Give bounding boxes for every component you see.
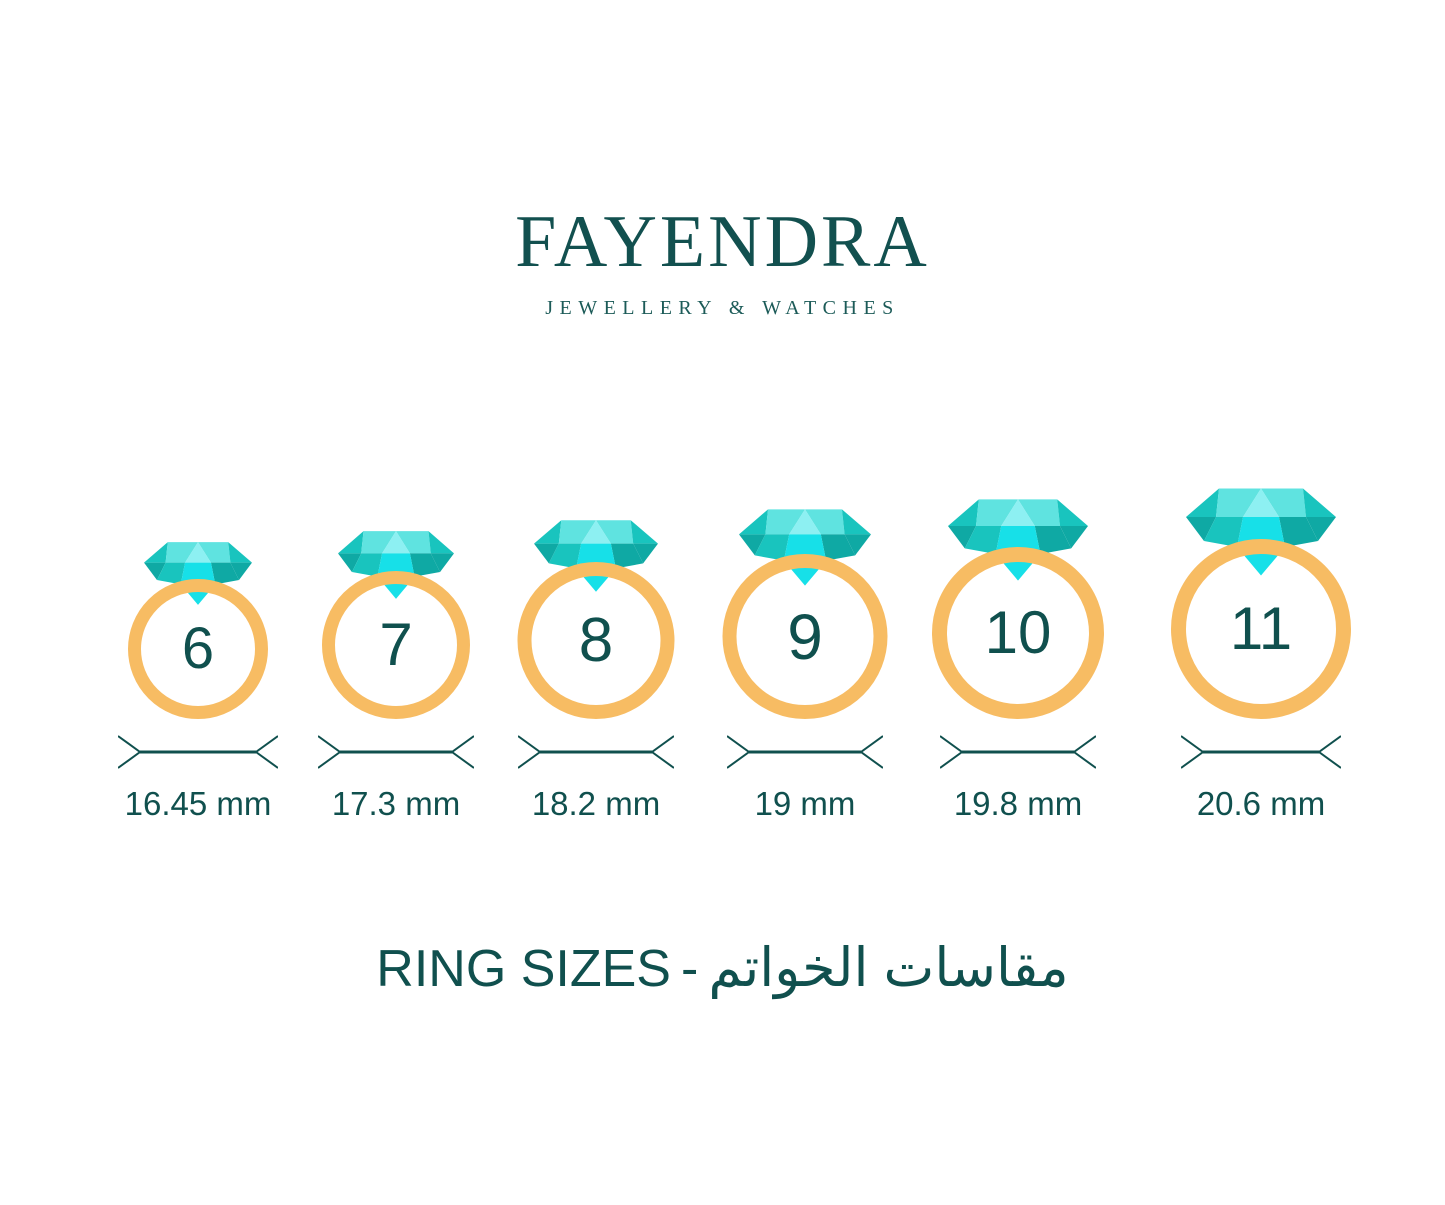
ring-size-item[interactable]: 7 17.3 mm <box>286 530 506 820</box>
ring-size-item[interactable]: 8 18.2 mm <box>486 519 706 820</box>
ring-graphic: 10 <box>908 498 1128 719</box>
ring-band: 9 <box>722 554 888 719</box>
ring-graphic: 11 <box>1151 487 1371 719</box>
ring-size-item[interactable]: 10 19.8 mm <box>908 498 1128 820</box>
ring-graphic: 7 <box>286 530 506 719</box>
ring-size-number: 11 <box>1229 595 1293 662</box>
ring-size-item[interactable]: 6 16.45 mm <box>88 541 308 820</box>
brand-tagline: JEWELLERY & WATCHES <box>545 297 900 319</box>
ring-size-number: 8 <box>578 605 614 675</box>
dimension-line <box>518 735 674 769</box>
ring-graphic: 9 <box>695 508 915 719</box>
caption-english: RING SIZES <box>376 940 671 998</box>
chart-caption: RING SIZES - مقاسات الخواتم <box>0 935 1445 1003</box>
ring-size-number: 9 <box>787 600 823 673</box>
ring-size-item[interactable]: 9 19 mm <box>695 508 915 820</box>
ring-band: 10 <box>932 547 1104 719</box>
dimension-line <box>940 735 1096 769</box>
ring-graphic: 6 <box>88 541 308 719</box>
ring-size-number: 6 <box>181 616 215 681</box>
ring-band: 6 <box>128 579 268 719</box>
dimension-line <box>118 735 278 769</box>
ring-size-number: 7 <box>379 611 413 678</box>
ring-band: 11 <box>1171 539 1351 719</box>
caption-separator: - <box>680 940 699 998</box>
ring-size-item[interactable]: 11 20.6 mm <box>1151 487 1371 820</box>
dimension-line <box>318 735 474 769</box>
ring-diameter-label: 19 mm <box>754 785 856 822</box>
dimension-line <box>727 735 883 769</box>
brand-name: FAYENDRA <box>515 201 930 283</box>
ring-diameter-label: 17.3 mm <box>331 785 461 822</box>
ring-diameter-label: 20.6 mm <box>1196 785 1326 822</box>
ring-band: 8 <box>517 562 675 719</box>
caption-arabic: مقاسات الخواتم <box>708 938 1069 998</box>
ring-diameter-label: 19.8 mm <box>953 785 1083 822</box>
ring-graphic: 8 <box>486 519 706 719</box>
ring-size-number: 10 <box>984 599 1052 666</box>
ring-size-row: 6 16.45 mm 7 17.3 mm 8 18.2 mm 9 19 mm 10 19.8 mm… <box>0 440 1445 820</box>
dimension-line <box>1181 735 1341 769</box>
brand-logo: FAYENDRA JEWELLERY & WATCHES <box>0 205 1445 320</box>
ring-diameter-label: 16.45 mm <box>124 785 272 822</box>
ring-band: 7 <box>322 571 470 719</box>
ring-diameter-label: 18.2 mm <box>531 785 661 822</box>
